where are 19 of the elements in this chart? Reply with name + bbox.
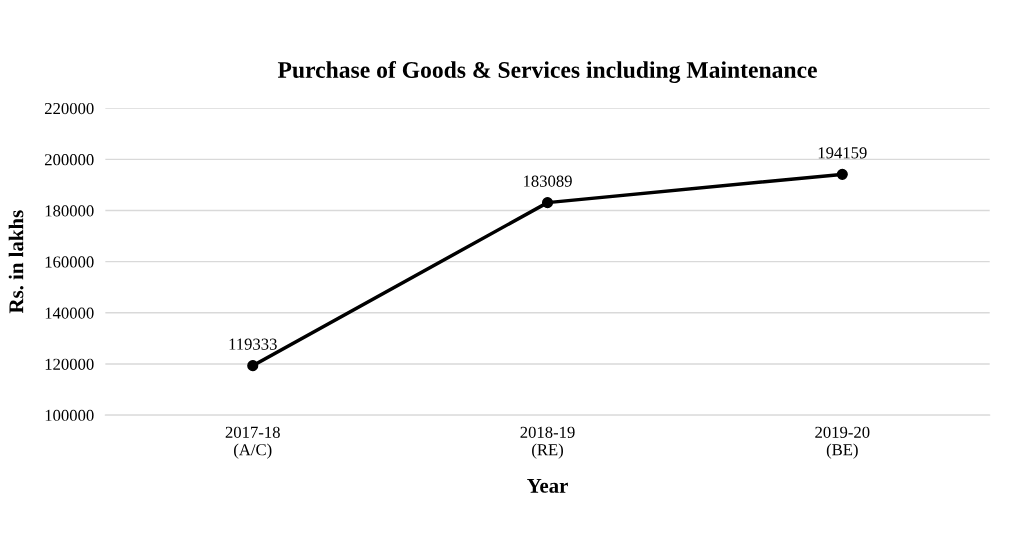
x-tick-label: 2018-19 (RE) (520, 426, 575, 459)
point (247, 360, 259, 372)
y-tick-label: 120000 (45, 358, 94, 370)
x-tick-label: 2017-18 (A/C) (225, 426, 280, 459)
x-tick-label: 2019-20 (BE) (815, 426, 870, 459)
y-tick-label: 100000 (45, 409, 94, 422)
chart-title: Purchase of Goods & Services including Maintenance (277, 61, 817, 83)
data-label: 194159 (818, 147, 867, 159)
y-tick-label: 180000 (45, 205, 94, 217)
point (836, 168, 848, 180)
y-tick-label: 160000 (45, 256, 94, 268)
y-axis-title: Rs. in lakhs (8, 210, 24, 314)
point (541, 197, 554, 209)
x-axis-title: Year (527, 478, 568, 493)
data-label: 119333 (229, 338, 277, 350)
y-tick-label: 200000 (44, 154, 94, 166)
y-tick-label: 140000 (45, 307, 94, 319)
data-label: 183089 (523, 175, 572, 187)
y-tick-label: 220000 (44, 102, 94, 115)
